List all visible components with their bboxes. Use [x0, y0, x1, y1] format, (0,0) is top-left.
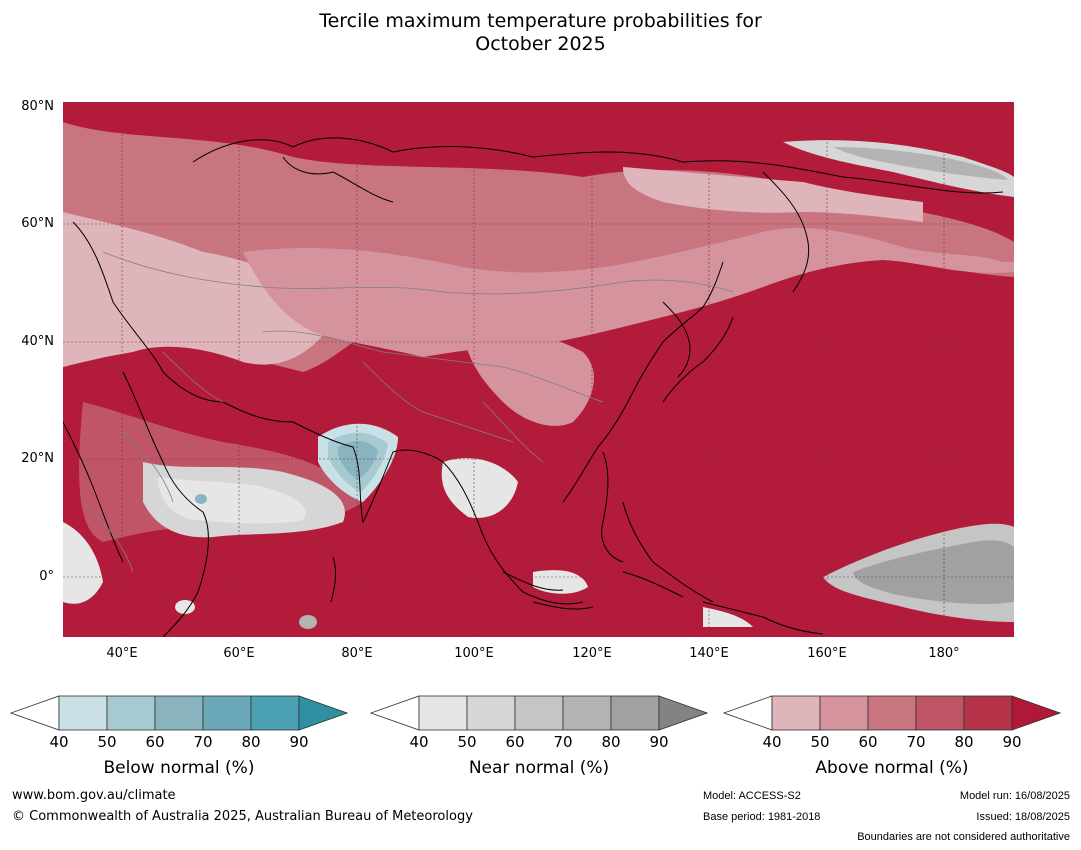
lon-label-60e: 60°E [223, 646, 255, 661]
lat-label-40n: 40°N [21, 334, 54, 349]
colorbar-below-title: Below normal (%) [103, 758, 255, 778]
lat-label-0: 0° [39, 569, 54, 584]
colorbar-near-tick-80: 80 [601, 733, 621, 751]
website-link[interactable]: www.bom.gov.au/climate [12, 788, 176, 803]
lat-label-80n: 80°N [21, 99, 54, 114]
model-text: Model: ACCESS-S2 [703, 790, 801, 802]
colorbar-below-tick-80: 80 [241, 733, 261, 751]
lon-label-160e: 160°E [807, 646, 847, 661]
disclaimer-text: Boundaries are not considered authoritat… [857, 831, 1070, 843]
below-normal-regions [195, 423, 398, 504]
base-period-text: Base period: 1981-2018 [703, 811, 821, 823]
near-normal-regions [63, 140, 1014, 629]
colorbar-below-tick-90: 90 [289, 733, 309, 751]
colorbar-near-title: Near normal (%) [468, 758, 610, 778]
lon-label-120e: 120°E [572, 646, 612, 661]
lon-label-140e: 140°E [689, 646, 729, 661]
lon-label-100e: 100°E [454, 646, 494, 661]
colorbar-near-tick-50: 50 [457, 733, 477, 751]
coastlines [63, 137, 1004, 637]
issued-text: Issued: 18/08/2025 [976, 811, 1070, 823]
colorbar-near-tick-90: 90 [649, 733, 669, 751]
colorbar-near-tick-60: 60 [505, 733, 525, 751]
colorbar-below-tick-50: 50 [97, 733, 117, 751]
lon-label-180: 180° [928, 646, 960, 661]
colorbar-near-tick-70: 70 [553, 733, 573, 751]
colorbar-near-normal-swatches [370, 695, 708, 731]
copyright-text: © Commonwealth of Australia 2025, Austra… [12, 809, 473, 824]
colorbar-below-tick-40: 40 [49, 733, 69, 751]
colorbar-below-normal-swatches [10, 695, 348, 731]
colorbar-near-tick-40: 40 [409, 733, 429, 751]
colorbar-below-tick-60: 60 [145, 733, 165, 751]
country-borders [82, 251, 734, 573]
lat-label-20n: 20°N [21, 451, 54, 466]
model-run-text: Model run: 16/08/2025 [959, 790, 1070, 802]
colorbar-above-tick-90: 90 [1002, 733, 1022, 751]
colorbar-above-normal-swatches [723, 695, 1061, 731]
forecast-map [63, 102, 1014, 637]
colorbar-above-tick-50: 50 [810, 733, 830, 751]
lon-label-40e: 40°E [106, 646, 138, 661]
colorbar-above-tick-80: 80 [954, 733, 974, 751]
lon-label-80e: 80°E [341, 646, 373, 661]
colorbar-above-tick-70: 70 [906, 733, 926, 751]
colorbar-above-tick-40: 40 [762, 733, 782, 751]
colorbar-above-tick-60: 60 [858, 733, 878, 751]
colorbar-below-tick-70: 70 [193, 733, 213, 751]
colorbar-above-title: Above normal (%) [815, 758, 969, 778]
map-title-line-1: Tercile maximum temperature probabilitie… [319, 10, 762, 32]
lat-label-60n: 60°N [21, 216, 54, 231]
map-title-line-2: October 2025 [475, 33, 606, 55]
